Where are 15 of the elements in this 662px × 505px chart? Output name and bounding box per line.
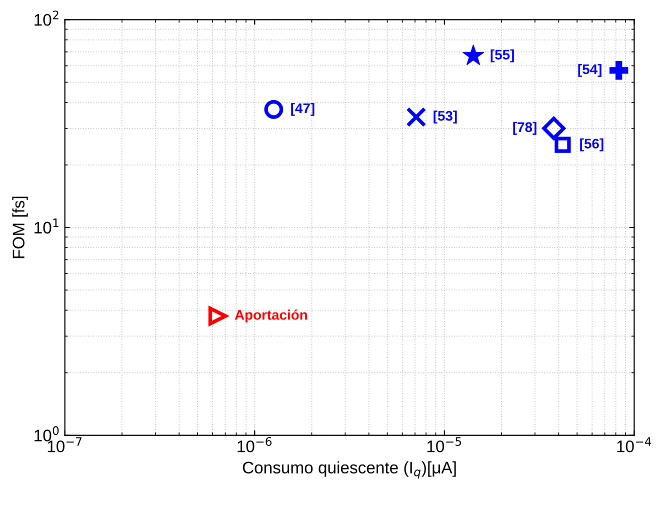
y-tick-label: 10$^{2}$ (34, 10, 58, 26)
y-axis-title: FOM [fs] (12, 196, 28, 258)
y-tick-label: 10$^{0}$ (34, 426, 59, 442)
series-label: Aportación (234, 309, 307, 323)
series-label: [55] (490, 49, 514, 62)
series-label: [78] (513, 122, 536, 135)
series-label: [53] (434, 110, 457, 124)
x-tick-label: 10$^{−4}$ (617, 437, 652, 452)
series-label: [54] (578, 64, 602, 77)
x-axis-title: Consumo quiescente (I$_{q}$)[μA] (242, 461, 456, 478)
series-label: [47] (291, 102, 314, 116)
x-tick-label: 10$^{−5}$ (427, 437, 462, 452)
series-label: [56] (580, 138, 604, 152)
y-tick-label: 10$^{1}$ (34, 218, 58, 234)
x-tick-label: 10$^{−6}$ (238, 437, 272, 452)
